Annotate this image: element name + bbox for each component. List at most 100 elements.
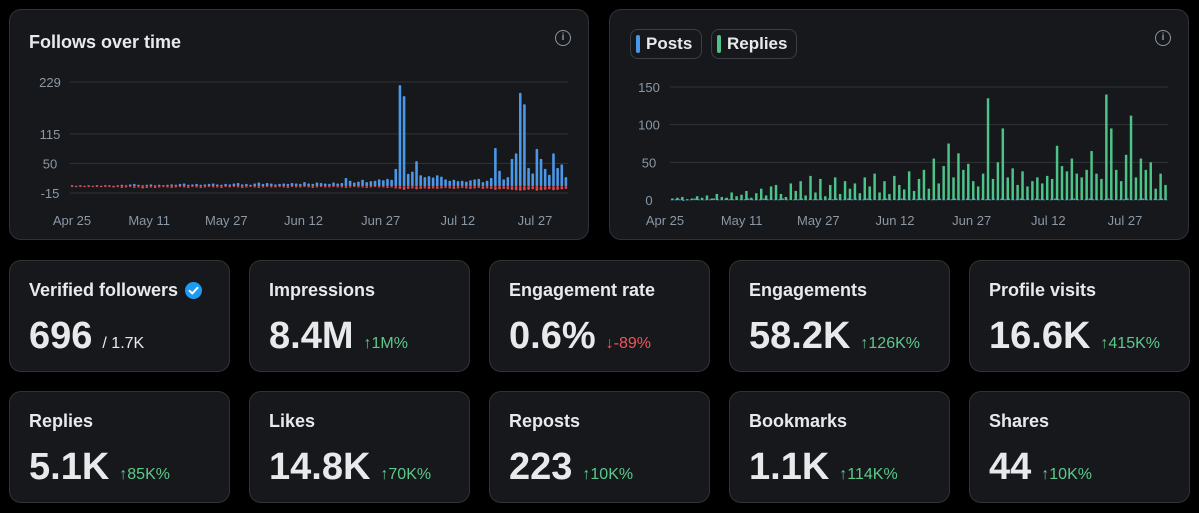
follow-bar <box>220 184 223 187</box>
metric-card-shares[interactable]: Shares 44 ↑10K% <box>969 391 1190 503</box>
replies-bar <box>833 177 837 200</box>
follow-bar <box>95 185 99 187</box>
metric-value-row: 696 / 1.7K <box>29 315 144 358</box>
metric-value: 14.8K <box>269 446 371 488</box>
follow-bar <box>498 170 501 187</box>
unfollow-bar <box>178 186 182 188</box>
metric-change: ↑10K% <box>1041 466 1092 483</box>
posts-bar <box>793 199 796 201</box>
unfollow-bar <box>357 186 360 188</box>
x-tick-label: May 11 <box>721 213 763 228</box>
follow-bar <box>502 179 505 187</box>
follow-bar <box>431 177 435 187</box>
unfollow-bar <box>211 186 215 188</box>
unfollow-bar <box>236 186 240 188</box>
posts-bar <box>831 199 834 201</box>
follow-bar <box>290 182 294 187</box>
metric-label: Verified followers <box>29 280 179 300</box>
posts-bar <box>1122 199 1125 201</box>
metric-label: Replies <box>29 411 94 431</box>
posts-replies-chart-card: Posts Replies i 150 100 50 0 Apr 25 May 11 May… <box>609 9 1189 240</box>
legend-posts[interactable]: Posts <box>630 29 703 59</box>
unfollow-bar <box>253 186 256 188</box>
replies-bar <box>937 183 940 200</box>
replies-bar <box>976 186 980 200</box>
replies-bar <box>799 181 802 200</box>
replies-bar <box>700 197 704 200</box>
unfollow-bar <box>340 186 344 188</box>
legend-replies[interactable]: Replies <box>711 29 798 59</box>
metric-card-engagements[interactable]: Engagements 58.2K ↑126K% <box>729 260 950 372</box>
x-tick-label: Jun 12 <box>875 213 914 228</box>
replies-bar <box>868 186 871 200</box>
y-tick-label: 100 <box>638 118 660 133</box>
posts-bar <box>1019 198 1022 200</box>
unfollow-bar <box>186 186 190 188</box>
follow-bar <box>157 184 161 187</box>
replies-bar <box>814 192 817 200</box>
replies-bar <box>1105 94 1108 200</box>
replies-bar <box>1119 181 1123 200</box>
metric-label: Bookmarks <box>749 411 848 431</box>
unfollow-bar <box>361 186 364 188</box>
posts-bar <box>896 199 899 201</box>
posts-bar <box>1023 199 1026 201</box>
unfollow-bar <box>269 186 273 188</box>
metric-change: ↓-89% <box>605 335 651 352</box>
unfollow-bar <box>494 186 497 190</box>
metric-card-likes[interactable]: Likes 14.8K ↑70K% <box>249 391 470 503</box>
unfollow-bar <box>419 186 422 189</box>
metric-value: 0.6% <box>509 315 596 357</box>
unfollow-bar <box>311 186 315 188</box>
x-tick-label: Jun 12 <box>284 213 323 228</box>
unfollow-bar <box>332 186 335 188</box>
unfollow-bar <box>535 186 539 191</box>
metric-card-verified-followers[interactable]: Verified followers 696 / 1.7K <box>9 260 230 372</box>
replies-bar <box>1080 177 1083 200</box>
metric-card-profile-visits[interactable]: Profile visits 16.6K ↑415K% <box>969 260 1190 372</box>
replies-bar <box>755 193 758 200</box>
follow-bar <box>456 181 460 187</box>
info-icon[interactable]: i <box>1155 30 1171 46</box>
metric-card-bookmarks[interactable]: Bookmarks 1.1K ↑114K% <box>729 391 950 503</box>
unfollow-bar <box>91 186 95 188</box>
metric-card-engagement-rate[interactable]: Engagement rate 0.6% ↓-89% <box>489 260 710 372</box>
replies-bar <box>1031 181 1034 200</box>
metric-card-impressions[interactable]: Impressions 8.4M ↑1M% <box>249 260 470 372</box>
posts-bar <box>1004 199 1007 201</box>
unfollow-bar <box>303 186 306 188</box>
unfollow-bar <box>552 186 555 191</box>
unfollow-bar <box>328 186 331 188</box>
posts-bar <box>870 199 873 201</box>
follow-bar <box>108 185 111 187</box>
metric-card-reposts[interactable]: Reposts 223 ↑10K% <box>489 391 710 503</box>
posts-bar <box>812 199 815 201</box>
follow-bar <box>245 183 248 187</box>
unfollow-bar <box>216 186 219 188</box>
replies-bar <box>824 196 827 200</box>
unfollow-bar <box>290 186 294 188</box>
follow-bar <box>552 153 555 187</box>
posts-bar <box>969 199 972 201</box>
follow-bar <box>518 92 522 187</box>
replies-bar <box>809 175 812 200</box>
replies-bar <box>883 181 886 200</box>
unfollow-bar <box>294 186 298 188</box>
unfollow-bar <box>170 186 173 188</box>
posts-bar <box>713 198 716 200</box>
follow-bar <box>361 179 364 187</box>
posts-bar <box>709 199 712 201</box>
follow-bar <box>133 183 136 187</box>
metric-value: 1.1K <box>749 446 830 488</box>
follow-bar <box>74 186 78 188</box>
unfollow-bar <box>162 186 165 188</box>
metric-value-row: 14.8K ↑70K% <box>269 446 431 489</box>
follow-bar <box>137 184 140 187</box>
follow-bar <box>357 181 360 187</box>
metric-card-replies[interactable]: Replies 5.1K ↑85K% <box>9 391 230 503</box>
metric-change: ↑415K% <box>1100 335 1160 352</box>
metric-value: 696 <box>29 315 93 357</box>
unfollow-bar <box>514 186 518 191</box>
info-icon[interactable]: i <box>555 30 571 46</box>
unfollow-bar <box>510 186 514 190</box>
